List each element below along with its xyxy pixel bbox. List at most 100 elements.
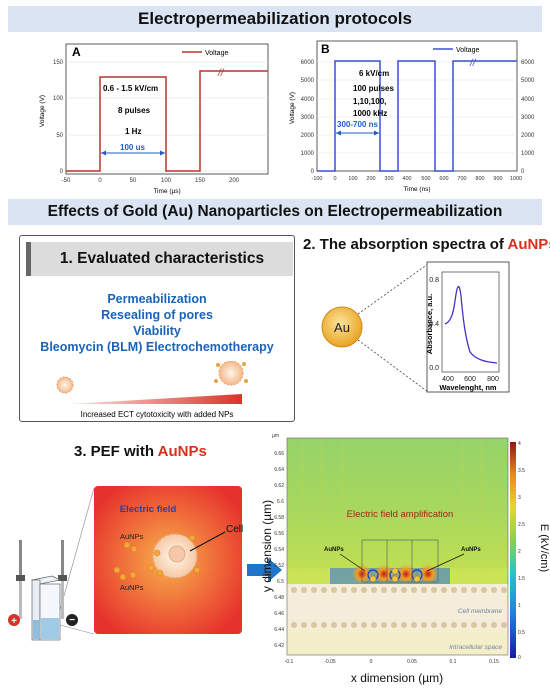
sim-xtick: -0.05 [324, 659, 336, 665]
colorbar-tick: 0 [518, 655, 521, 661]
panel-a-legend: Voltage [205, 50, 228, 57]
panel-b-ytick: 4000 [301, 97, 315, 103]
panel-b-letter: B [321, 42, 330, 56]
evaluated-characteristics-box: 1. Evaluated characteristics Permeabiliz… [19, 235, 295, 422]
cytotoxicity-graphic: Increased ECT cytotoxicity with added NP… [56, 361, 248, 419]
membrane-label: Cell membrane [458, 608, 502, 615]
panel-a-voltage-trace [66, 70, 268, 172]
protocols-banner: Electropermeabilization protocols [8, 6, 542, 32]
sim-ytick: 6.62 [274, 483, 284, 489]
pef-title-highlight: AuNPs [157, 443, 207, 460]
panel-b-chart: B Voltage // 6 kV/cm 100 pulses 1,10,100… [289, 40, 535, 193]
colorbar-tick: 1.5 [518, 576, 525, 582]
absorption-title-highlight: AuNPs [507, 236, 550, 253]
colorbar-tick: 3 [518, 495, 521, 501]
panel-a-xtick: 150 [195, 178, 206, 184]
panel-a-xtick: 0 [98, 178, 102, 184]
sim-ytick: 6.44 [274, 627, 284, 633]
panel-b-xtick: 200 [366, 176, 375, 182]
sim-ytick: 6.48 [274, 595, 284, 601]
characteristic-item: Bleomycin (BLM) Electrochemotherapy [40, 340, 274, 354]
sim-ytick: 6.6 [277, 499, 284, 505]
panel-b-xtick: 500 [421, 176, 430, 182]
colorbar-tick: 1 [518, 603, 521, 609]
sim-xtick: 0 [370, 659, 373, 665]
panel-a-xtick: 100 [161, 178, 172, 184]
panel-a-break-mark: // [217, 68, 225, 79]
panel-b-xtick: 100 [348, 176, 357, 182]
panel-b-xtick: 300 [384, 176, 393, 182]
panel-a-xtick: 50 [130, 178, 137, 184]
panel-b-ytick-right: 6000 [521, 60, 535, 66]
cytotoxicity-caption: Increased ECT cytotoxicity with added NP… [81, 410, 234, 419]
panel-b-ytick: 1000 [301, 151, 315, 157]
absorbance-curve [444, 285, 498, 364]
pef-title: 3. PEF with AuNPs [74, 443, 207, 460]
panel-b-ytick-right: 5000 [521, 78, 535, 84]
panel-b-ytick: 3000 [301, 115, 315, 121]
panel-a-field: 0.6 - 1.5 kV/cm [103, 84, 158, 93]
sim-ytick: 6.56 [274, 531, 284, 537]
spectrum-xtick: 400 [442, 376, 454, 383]
spectrum-xtick: 800 [487, 376, 499, 383]
positive-terminal-icon [8, 614, 20, 626]
panel-b-xtick: 800 [475, 176, 484, 182]
panel-a-width-label: 100 us [120, 143, 145, 152]
panel-a-ytick: 100 [53, 96, 64, 102]
panel-b-ytick-right: 0 [521, 169, 525, 175]
amplification-box [361, 539, 439, 583]
increase-wedge [70, 394, 242, 404]
panel-b-xlabel: Time (ns) [403, 186, 430, 193]
electrode-probes [16, 540, 67, 619]
panel-a-xtick: -50 [62, 178, 71, 184]
spectrum-xlabel: Wavelenght, nm [439, 383, 497, 392]
panel-b-xtick: 600 [439, 176, 448, 182]
panel-b-xtick: -100 [311, 176, 322, 182]
sim-xtick: 0.1 [450, 659, 457, 665]
panel-b-frequency-2: 1000 kHz [353, 109, 387, 118]
sim-ytick: 6.66 [274, 451, 284, 457]
panel-b-voltage-trace [317, 60, 517, 172]
simulation-figure: µm Electric field amplification AuNPs Au… [262, 433, 550, 685]
sim-ylabel: y dimension (µm) [262, 500, 274, 592]
panel-a-frequency: 1 Hz [125, 127, 141, 136]
pef-title-text: 3. PEF with [74, 443, 158, 460]
sim-xtick: -0.1 [285, 659, 294, 665]
electric-field-label: Electric field [120, 504, 177, 515]
spectrum-ylabel: Absorbance, a.u. [425, 294, 434, 354]
absorption-title-text: 2. The absorption spectra of [303, 236, 508, 253]
gold-nanoparticle-label: Au [334, 320, 350, 335]
colorbar [510, 442, 516, 658]
sim-aunps-left: AuNPs [324, 547, 344, 553]
panel-b-field: 6 kV/cm [359, 69, 389, 78]
panel-a-letter: A [72, 45, 81, 59]
panel-a-chart: A Voltage // 0.6 - 1.5 kV/cm 8 pulses 1 … [39, 43, 269, 195]
spectrum-xtick: 600 [464, 376, 476, 383]
sim-ytick: 6.58 [274, 515, 284, 521]
negative-terminal-label: − [69, 615, 75, 626]
absorption-spectrum-figure: Au 0.0 0.4 0.8 400 600 800 Wavelenght, n… [321, 261, 510, 393]
sim-xtick: 0.15 [489, 659, 499, 665]
colorbar-tick: 3.5 [518, 468, 525, 474]
amplification-label: Electric field amplification [347, 509, 454, 520]
sim-xlabel: x dimension (µm) [351, 671, 443, 685]
sim-aunps-right: AuNPs [461, 547, 481, 553]
panel-a-pulses: 8 pulses [118, 106, 151, 115]
panel-a-ytick: 0 [60, 169, 64, 175]
panel-b-ytick-right: 1000 [521, 151, 535, 157]
cuvette [30, 575, 62, 641]
positive-terminal-label: + [11, 616, 17, 627]
aunps-label-upper: AuNPs [120, 532, 144, 541]
sim-ytick: 6.64 [274, 467, 284, 473]
sim-ytick: 6.46 [274, 611, 284, 617]
colorbar-label: E (kV/cm) [538, 524, 550, 572]
panel-a-xtick: 200 [229, 178, 240, 184]
panel-b-ytick-right: 4000 [521, 97, 535, 103]
field-region [287, 438, 508, 590]
characteristic-item: Viability [133, 324, 181, 338]
spectrum-ytick: 0.8 [429, 277, 439, 284]
panel-b-ylabel: Voltage (V) [289, 92, 296, 124]
spectrum-ytick: 0.4 [429, 321, 439, 328]
spectrum-ytick: 0.0 [429, 365, 439, 372]
colorbar-tick: 4 [518, 441, 521, 447]
